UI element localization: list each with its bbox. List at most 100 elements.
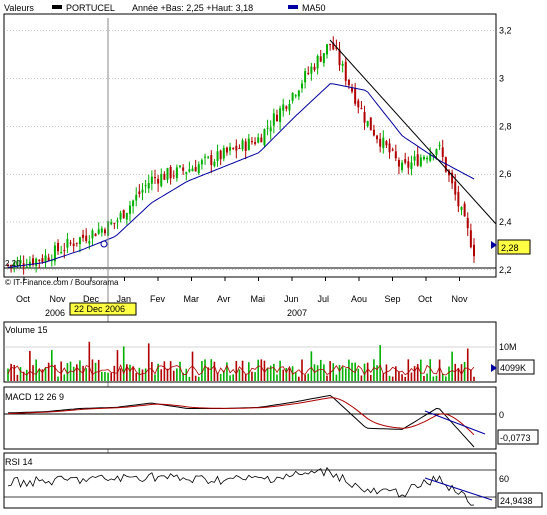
volume-bar (351, 362, 353, 381)
volume-bar (260, 359, 263, 381)
volume-bar (463, 361, 466, 381)
macd-value: -0,0773 (500, 433, 531, 443)
price-candle-body (13, 262, 16, 266)
volume-bar (251, 371, 253, 381)
price-candle-body (413, 156, 416, 161)
price-candle-body (216, 151, 219, 161)
year-label-2006: 2006 (45, 308, 65, 318)
price-candle-body (179, 165, 182, 167)
price-candle-body (94, 233, 97, 237)
price-candle-body (376, 135, 379, 140)
x-month-label: Mar (184, 294, 200, 304)
volume-value-badge (497, 359, 535, 375)
volume-bar (72, 366, 75, 381)
rsi-tick: 60 (499, 474, 509, 484)
volume-bar (366, 362, 369, 381)
volume-bar (213, 361, 216, 381)
volume-title: Volume 15 (5, 325, 48, 335)
price-candle-body (329, 43, 332, 45)
volume-bar (438, 359, 441, 381)
price-candle-body (416, 154, 419, 166)
price-candle-body (344, 61, 347, 81)
price-candle-body (238, 148, 241, 150)
volume-bar (382, 373, 385, 381)
price-candle-body (185, 172, 188, 175)
x-month-label: Avr (217, 294, 230, 304)
volume-bar (363, 363, 366, 381)
price-candle-body (432, 154, 435, 156)
volume-bar (276, 374, 278, 381)
x-month-label: Fev (150, 294, 166, 304)
volume-bar (335, 374, 338, 381)
price-candle-body (338, 49, 341, 66)
volume-bar (41, 369, 44, 381)
volume-ma-line (7, 363, 475, 376)
volume-bar (119, 368, 122, 381)
x-month-label: Nov (50, 294, 67, 304)
volume-bar (166, 368, 169, 381)
volume-bar (22, 371, 25, 381)
volume-bar (466, 348, 469, 381)
price-candle-body (210, 155, 213, 166)
volume-bar (341, 366, 344, 381)
price-candle-body (391, 149, 394, 151)
volume-bar (254, 372, 256, 381)
price-candle-body (207, 156, 210, 158)
price-candle-body (404, 159, 407, 163)
volume-bar (91, 359, 94, 381)
price-candle-body (341, 63, 344, 66)
price-candle-body (473, 244, 475, 257)
price-candle-body (297, 90, 300, 97)
price-candle-body (44, 255, 47, 263)
volume-bar (185, 368, 188, 381)
cursor-date-badge (69, 302, 137, 316)
price-candle-body (282, 104, 285, 111)
price-candle-body (447, 170, 450, 176)
price-candle-body (466, 217, 469, 229)
volume-bar (307, 373, 310, 381)
price-candle-body (147, 183, 150, 189)
volume-bar (10, 363, 12, 381)
volume-bar (420, 359, 422, 381)
volume-bar (19, 367, 22, 381)
price-y-tick: 2,6 (499, 169, 512, 179)
price-candle-body (232, 147, 235, 149)
macd-title: MACD 12 26 9 (5, 392, 64, 402)
price-candle-body (351, 88, 354, 92)
price-candle-body (119, 212, 122, 220)
volume-bar (448, 366, 450, 381)
volume-bar (207, 367, 209, 381)
macd-trend-line (424, 410, 486, 435)
price-candle-body (138, 191, 141, 195)
rsi-line (7, 466, 475, 506)
volume-bar (16, 374, 19, 381)
volume-bar (163, 361, 166, 381)
price-candle-body (172, 175, 175, 177)
macd-value-badge (497, 429, 539, 445)
volume-bar (429, 359, 432, 381)
volume-bar (76, 364, 78, 381)
price-y-axis: 3,2 3 2,8 2,6 2,4 2,2 (499, 26, 512, 275)
macd-tick: 0 (499, 410, 504, 420)
price-candle-body (360, 108, 363, 110)
rsi-value: 24,9438 (500, 496, 533, 506)
price-candle-body (457, 191, 460, 207)
rsi-value-badge (497, 492, 543, 508)
volume-bar (357, 368, 360, 381)
price-candle-body (16, 260, 19, 266)
volume-bar (373, 359, 375, 381)
volume-bar (413, 366, 416, 381)
volume-bar (176, 368, 178, 381)
price-y-tick: 2,4 (499, 217, 512, 227)
volume-bar (7, 368, 9, 381)
volume-bar (288, 368, 291, 381)
price-candle-body (72, 243, 75, 247)
price-candle-body (188, 169, 191, 172)
volume-bar (219, 373, 222, 381)
volume-bar (329, 361, 331, 381)
price-grid (4, 30, 496, 271)
volume-bar (316, 365, 319, 381)
x-month-label: Aou (351, 294, 367, 304)
